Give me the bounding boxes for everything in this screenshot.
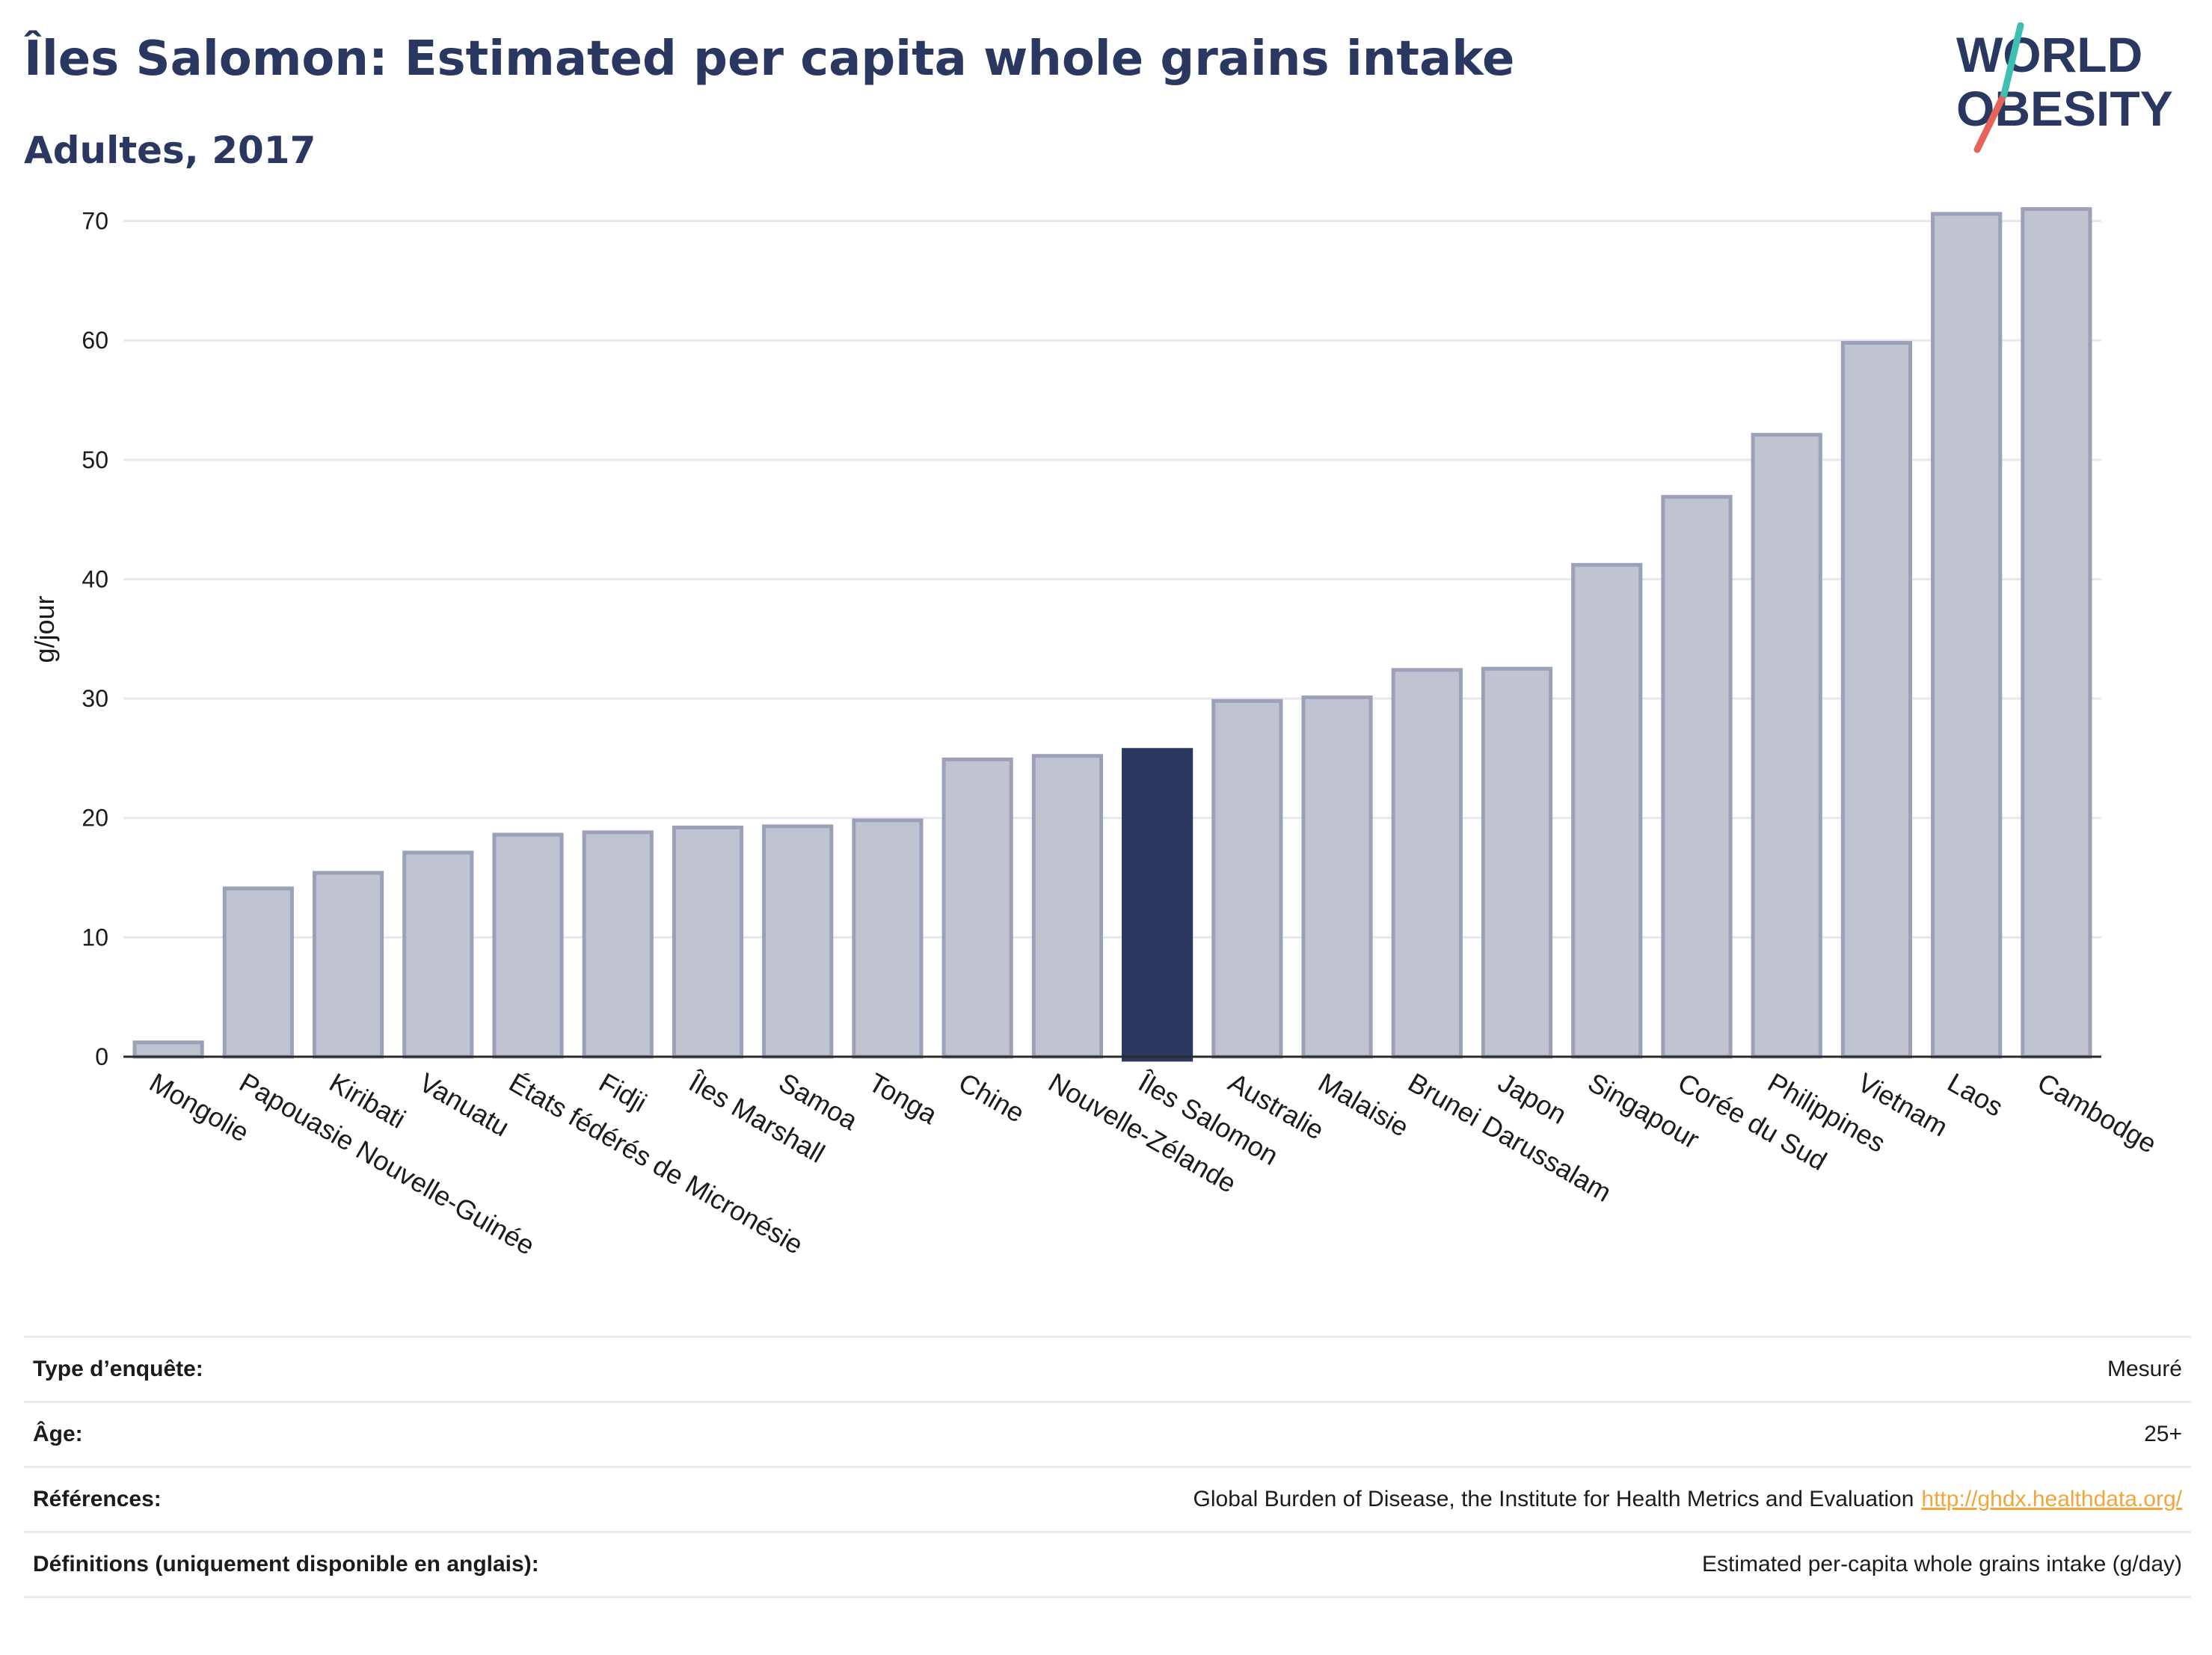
y-tick-label: 40	[82, 565, 108, 592]
bar-highlighted	[1122, 748, 1193, 1062]
logo-line-1: WORLD	[1956, 27, 2142, 82]
bar	[1211, 698, 1283, 1059]
reference-link[interactable]: http://ghdx.healthdata.org/	[1921, 1487, 2182, 1511]
info-label: Âge:	[33, 1422, 83, 1446]
bar	[1301, 695, 1373, 1059]
bar	[1931, 212, 2003, 1059]
x-tick-label: Malaisie	[1313, 1066, 1414, 1143]
y-axis-label: g/jour	[29, 595, 60, 663]
bar	[1031, 754, 1103, 1059]
bar	[222, 886, 294, 1059]
y-tick-label: 10	[82, 924, 108, 951]
y-tick-label: 70	[82, 208, 108, 235]
info-table: Type d’enquête: Mesuré Âge: 25+ Référenc…	[24, 1336, 2191, 1598]
y-tick-label: 50	[82, 446, 108, 473]
logo-line-2: OBESITY	[1956, 81, 2173, 136]
chart-subtitle: Adultes, 2017	[24, 129, 316, 172]
bar	[762, 824, 834, 1059]
x-tick-label: Vanuatu	[414, 1066, 514, 1142]
y-tick-label: 30	[82, 685, 108, 712]
x-tick-label: Corée du Sud	[1673, 1066, 1832, 1176]
logo-slash-red	[1973, 90, 2008, 153]
info-row-definitions: Définitions (uniquement disponible en an…	[24, 1532, 2191, 1597]
info-label: Références:	[33, 1487, 162, 1511]
bar	[1751, 432, 1822, 1059]
bar	[492, 832, 564, 1059]
x-tick-label: Laos	[1943, 1066, 2009, 1123]
x-tick-label: Chine	[953, 1066, 1030, 1129]
bar	[1571, 562, 1643, 1059]
info-value: 25+	[2144, 1422, 2182, 1446]
info-label: Définitions (uniquement disponible en an…	[33, 1552, 539, 1576]
y-tick-label: 0	[95, 1043, 108, 1070]
bar	[852, 818, 924, 1059]
bar	[312, 871, 384, 1059]
info-row-survey-type: Type d’enquête: Mesuré	[24, 1336, 2191, 1402]
y-tick-label: 60	[82, 327, 108, 354]
bar	[1840, 340, 1913, 1059]
info-label: Type d’enquête:	[33, 1357, 203, 1381]
bar	[672, 825, 744, 1059]
world-obesity-logo: WORLD OBESITY	[1956, 22, 2173, 153]
bar	[941, 758, 1013, 1059]
info-value: Mesuré	[2107, 1357, 2182, 1381]
chart-title: Îles Salomon: Estimated per capita whole…	[24, 31, 1515, 87]
info-value: Global Burden of Disease, the Institute …	[1193, 1487, 1914, 1511]
x-tick-label: États fédérés de Micronésie	[504, 1066, 808, 1260]
info-value: Estimated per-capita whole grains intake…	[1702, 1552, 2182, 1576]
x-tick-label: Fidji	[594, 1066, 652, 1118]
bar	[582, 830, 654, 1059]
info-row-references: Références: Global Burden of Disease, th…	[24, 1467, 2191, 1532]
x-tick-label: Tonga	[864, 1066, 943, 1130]
bar	[402, 850, 474, 1059]
info-row-age: Âge: 25+	[24, 1401, 2191, 1467]
bar	[2021, 207, 2092, 1059]
x-tick-label: Cambodge	[2033, 1066, 2162, 1159]
y-tick-label: 20	[82, 805, 108, 832]
x-tick-label: Mongolie	[144, 1066, 254, 1148]
bar	[1391, 668, 1463, 1059]
bar	[132, 1040, 204, 1059]
logo-slash-teal	[2000, 22, 2024, 98]
bar	[1481, 666, 1553, 1059]
bar	[1661, 494, 1733, 1059]
